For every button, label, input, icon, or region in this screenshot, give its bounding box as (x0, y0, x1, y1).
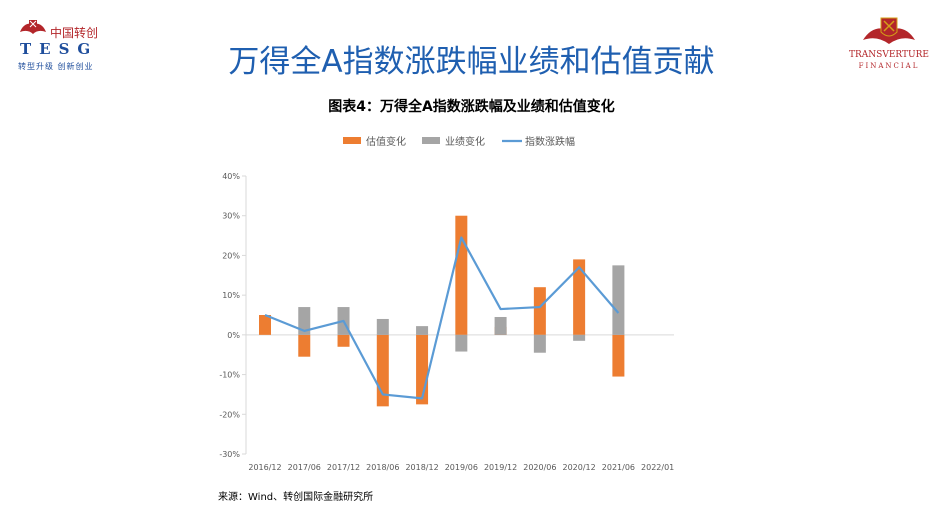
logo-right-sub: FINANCIAL (858, 62, 920, 70)
valuation-bar-2020-06 (533, 287, 546, 335)
legend-item-0: 估值变化 (343, 135, 406, 148)
valuation-bar-2016-12 (259, 315, 271, 335)
x-tick-label: 2019/12 (484, 463, 517, 472)
y-tick-label: 20% (222, 251, 240, 260)
y-axis: -30% -20% -10% 0% 10% 20% 30% 40% (219, 172, 674, 459)
transverture-logo: TRANSVERTURE FINANCIAL (841, 14, 937, 74)
x-tick-label: 2018/06 (366, 463, 399, 472)
y-tick-label: -20% (219, 410, 240, 419)
y-tick-label: 40% (222, 172, 240, 181)
x-tick-label: 2017/12 (327, 463, 360, 472)
earnings-bar-2019-06 (455, 334, 468, 352)
index-change-line (264, 236, 620, 400)
x-axis: 2016/12 2017/06 2017/12 2018/06 2018/12 2019/… (248, 463, 674, 472)
legend-label: 业绩变化 (445, 135, 485, 148)
valuation-bar-2020-12 (573, 259, 586, 335)
legend-label: 指数涨跌幅 (525, 135, 575, 148)
logo-brand: TESG (20, 40, 99, 58)
legend-swatch (343, 137, 361, 144)
y-tick-label: -30% (219, 450, 240, 459)
chart-legend: 估值变化 业绩变化 指数涨跌幅 (343, 135, 575, 148)
earnings-bar-2020-12 (573, 334, 586, 341)
tesg-crest-icon (20, 20, 46, 34)
valuation-bar-2017-06 (298, 334, 311, 357)
valuation-bar-2017-12 (337, 334, 350, 347)
x-tick-label: 2019/06 (445, 463, 478, 472)
legend-item-2: 指数涨跌幅 (502, 135, 575, 148)
earnings-bar-2021-06 (612, 265, 625, 335)
logo-right-name: TRANSVERTURE (849, 50, 929, 60)
chart-title: 图表4：万得全A指数涨跌幅及业绩和估值变化 (328, 99, 615, 115)
y-tick-label: 30% (222, 212, 240, 221)
page-title: 万得全A指数涨跌幅业绩和估值贡献 (228, 44, 715, 80)
x-tick-label: 2020/06 (523, 463, 556, 472)
y-tick-label: -10% (219, 371, 240, 380)
earnings-bar-2020-06 (533, 334, 546, 353)
x-tick-label: 2018/12 (405, 463, 438, 472)
x-tick-label: 2022/01 (641, 463, 674, 472)
legend-item-1: 业绩变化 (422, 135, 485, 148)
x-tick-label: 2021/06 (602, 463, 635, 472)
valuation-bar-2021-06 (612, 334, 625, 377)
earnings-bar-2018-12 (416, 326, 429, 335)
earnings-bar-2019-12 (494, 316, 507, 335)
x-tick-label: 2020/12 (563, 463, 596, 472)
transverture-crest-icon (863, 17, 915, 44)
y-tick-label: 10% (222, 291, 240, 300)
legend-label: 估值变化 (366, 135, 406, 148)
x-tick-label: 2017/06 (288, 463, 321, 472)
logo-slogan: 转型升级 创新创业 (18, 62, 94, 71)
valuation-bar-2019-06 (455, 215, 468, 335)
tesg-logo: 中国转创 TESG 转型升级 创新创业 (14, 18, 114, 74)
legend-swatch (422, 137, 440, 144)
x-tick-label: 2016/12 (248, 463, 281, 472)
chart-line (264, 236, 620, 400)
logo-cn-name: 中国转创 (50, 26, 99, 40)
chart-bars (259, 215, 625, 407)
y-tick-label: 0% (227, 331, 240, 340)
source-note: 来源：Wind、转创国际金融研究所 (218, 492, 374, 503)
earnings-bar-2018-06 (376, 318, 389, 335)
earnings-bar-2017-06 (298, 307, 311, 335)
